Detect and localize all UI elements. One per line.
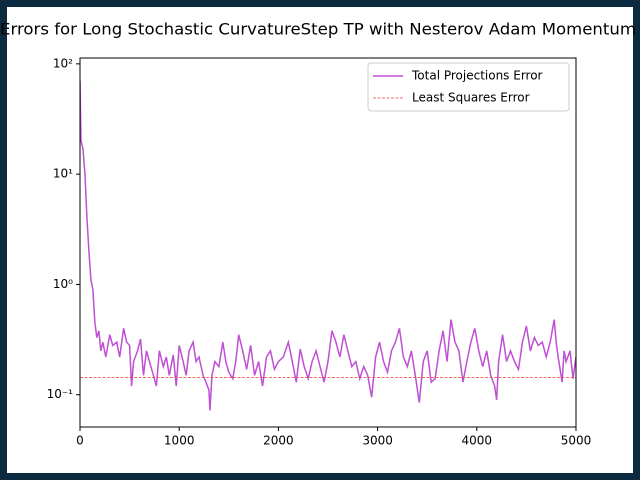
legend-label: Total Projections Error xyxy=(411,69,543,83)
y-tick-label: 10⁻¹ xyxy=(47,387,74,401)
chart-title: Errors for Long Stochastic CurvatureStep… xyxy=(0,20,636,39)
x-tick-label: 2000 xyxy=(263,434,294,448)
x-tick-label: 1000 xyxy=(164,434,195,448)
x-tick-label: 4000 xyxy=(462,434,493,448)
legend-box xyxy=(367,62,570,112)
y-tick-label: 10² xyxy=(53,56,73,70)
x-tick-label: 3000 xyxy=(362,434,393,448)
axes-frame xyxy=(79,57,577,428)
x-tick-label: 0 xyxy=(76,434,84,448)
legend-label: Least Squares Error xyxy=(412,91,530,105)
x-tick-label: 5000 xyxy=(561,434,592,448)
y-tick-label: 10¹ xyxy=(53,167,73,181)
y-tick-label: 10⁰ xyxy=(53,277,73,291)
series-line xyxy=(80,80,576,411)
